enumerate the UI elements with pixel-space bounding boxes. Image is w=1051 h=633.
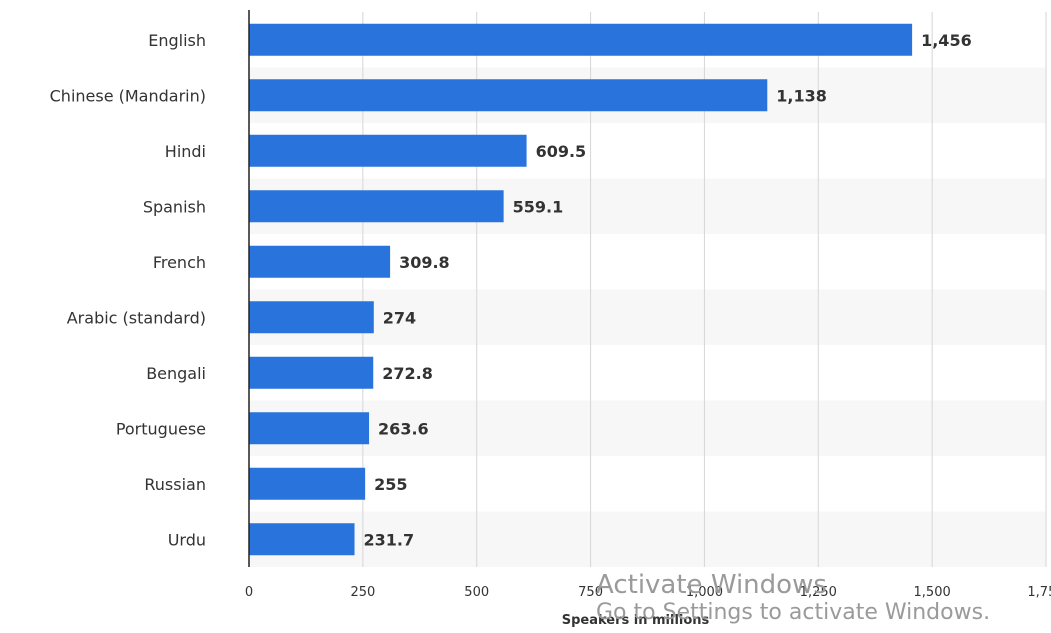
- x-tick-label: 750: [578, 585, 603, 600]
- value-label: 263.6: [378, 419, 429, 438]
- x-tick-label: 1,750: [1027, 585, 1051, 600]
- bar: [249, 412, 370, 445]
- category-label: Portuguese: [116, 419, 206, 438]
- category-label: Bengali: [146, 364, 206, 383]
- x-tick-label: 1,250: [800, 585, 837, 600]
- category-label: Russian: [144, 475, 206, 494]
- category-label: Arabic (standard): [67, 308, 206, 327]
- x-tick-label: 1,500: [914, 585, 951, 600]
- x-tick-label: 250: [350, 585, 375, 600]
- category-label: Spanish: [143, 197, 206, 216]
- row-stripe: [249, 511, 1046, 567]
- bar: [249, 134, 527, 167]
- value-label: 1,138: [776, 86, 827, 105]
- row-stripe: [249, 289, 1046, 345]
- bars: [249, 23, 913, 556]
- category-labels: English Chinese (Mandarin) Hindi Spanish Fre…: [50, 31, 206, 550]
- category-label: Urdu: [168, 530, 206, 549]
- bar: [249, 523, 355, 556]
- value-label: 255: [374, 475, 407, 494]
- x-axis-title: Speakers in millions: [562, 613, 710, 628]
- value-label: 559.1: [513, 197, 564, 216]
- bar: [249, 245, 391, 278]
- value-label: 1,456: [921, 31, 972, 50]
- category-label: English: [148, 31, 206, 50]
- bar: [249, 356, 374, 389]
- value-label: 309.8: [399, 253, 450, 272]
- value-labels: 1,456 1,138 609.5 559.1 309.8 274 272.8 263.6 25…: [364, 31, 972, 550]
- category-label: Chinese (Mandarin): [50, 86, 206, 105]
- bar: [249, 79, 768, 112]
- bar: [249, 190, 504, 223]
- value-label: 231.7: [364, 530, 415, 549]
- row-stripes: [249, 67, 1046, 567]
- x-tick-label: 500: [464, 585, 489, 600]
- category-label: Hindi: [165, 142, 206, 161]
- bar: [249, 467, 366, 500]
- x-tick-label: 1,000: [686, 585, 723, 600]
- value-label: 274: [383, 308, 416, 327]
- bar: [249, 23, 913, 56]
- value-label: 272.8: [382, 364, 433, 383]
- x-tick-label: 0: [245, 585, 253, 600]
- x-tick-labels: 0 250 500 750 1,000 1,250 1,500 1,750: [245, 585, 1051, 600]
- bar: [249, 301, 374, 334]
- category-label: French: [153, 253, 206, 272]
- value-label: 609.5: [536, 142, 587, 161]
- row-stripe: [249, 400, 1046, 456]
